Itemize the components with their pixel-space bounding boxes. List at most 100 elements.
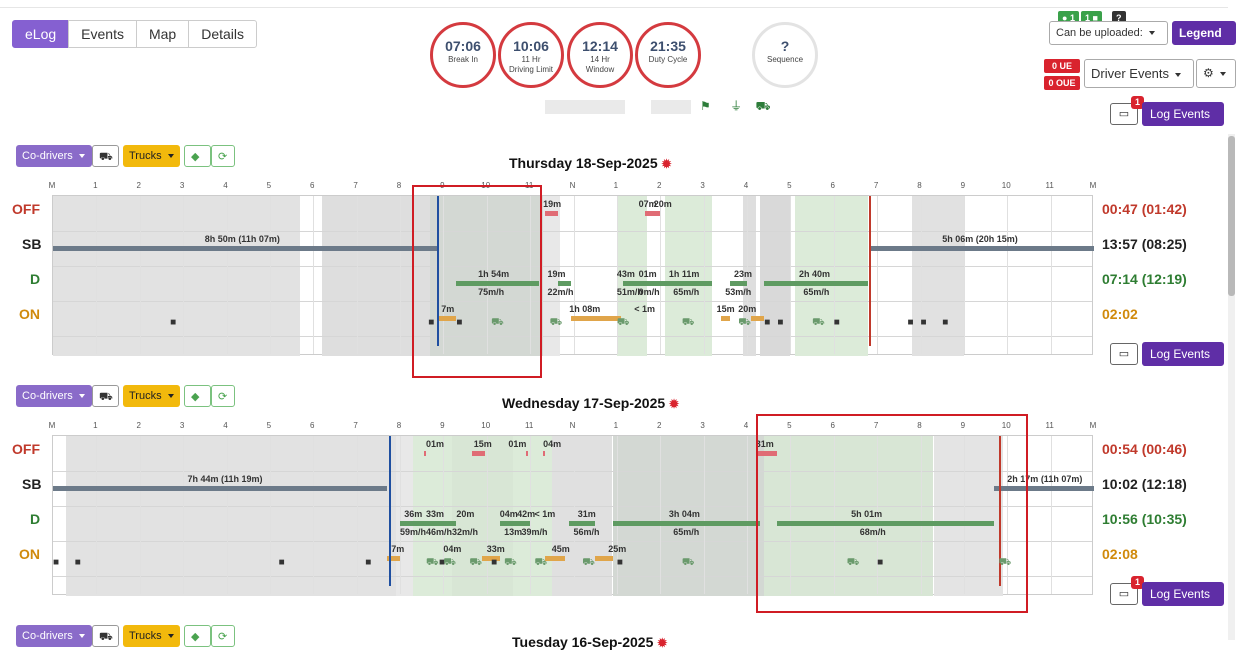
duty-segment-d: [443, 521, 457, 526]
activity-shade: [911, 196, 964, 356]
hour-line: [530, 196, 532, 354]
hour-label: 7: [873, 421, 879, 430]
hour-line: [1050, 196, 1052, 354]
hour-label: 8: [396, 421, 402, 430]
hour-line: [356, 436, 358, 594]
segment-label: 1h 11m: [668, 269, 700, 279]
chevron-down-icon: [1175, 72, 1182, 77]
comment-button[interactable]: ▭: [1110, 343, 1138, 365]
hour-line: [269, 436, 271, 594]
tab-details[interactable]: Details: [188, 20, 257, 48]
gauge-label: Duty Cycle: [648, 55, 688, 64]
vertical-scrollbar[interactable]: [1228, 134, 1235, 640]
segment-label: 23m: [734, 269, 753, 279]
truck-button[interactable]: ⛟: [92, 145, 119, 167]
hour-line: [226, 196, 228, 354]
segment-label: 68m/h: [859, 527, 886, 537]
duty-segment-off: [645, 211, 661, 216]
hour-label: 1: [93, 421, 98, 430]
hour-label: 8: [396, 181, 402, 190]
android-button[interactable]: ◆: [184, 625, 211, 647]
truck-status-icon: ⛟: [755, 99, 771, 113]
segment-label: 13m: [504, 527, 523, 537]
gauge-break-in[interactable]: 07:06 Break In: [430, 22, 496, 88]
codrivers-dropdown[interactable]: Co-drivers: [16, 145, 92, 167]
tab-elog[interactable]: eLog: [12, 20, 70, 48]
trucks-dropdown[interactable]: Trucks: [123, 145, 180, 167]
hour-label: 3: [179, 421, 185, 430]
hour-label: 6: [830, 181, 835, 190]
log-events-button[interactable]: Log Events ❯: [1142, 582, 1224, 625]
comment-button[interactable]: ▭ 1: [1110, 96, 1144, 125]
duty-segment-d: [623, 281, 665, 286]
log-events-button[interactable]: Log Events ❯: [1142, 102, 1224, 145]
truck-icon: ■: [1092, 13, 1098, 23]
hour-line: [703, 436, 705, 594]
codrivers-dropdown[interactable]: Co-drivers: [16, 385, 92, 407]
refresh-icon: ⟳: [218, 631, 228, 643]
gauge-duty-cycle[interactable]: 21:35 Duty Cycle: [635, 22, 701, 88]
duty-segment-d: [764, 281, 869, 286]
duty-segment-off: [755, 451, 778, 456]
refresh-button[interactable]: ⟳: [211, 145, 235, 167]
row-label-d: D: [30, 271, 41, 287]
chevron-right-icon: ❯: [1150, 371, 1161, 385]
hour-line: [790, 436, 792, 594]
segment-label: 8h 50m (11h 07m): [204, 234, 280, 244]
hour-label: 5: [787, 421, 792, 430]
hour-label: 11: [1045, 421, 1054, 430]
truck-button[interactable]: ⛟: [92, 385, 119, 407]
segment-label: 3h 04m: [668, 509, 700, 519]
hour-label: M: [48, 421, 56, 430]
hour-line: [183, 436, 185, 594]
settings-dropdown[interactable]: ⚙: [1196, 59, 1236, 88]
activity-shade: [764, 436, 934, 596]
comment-icon: ▭: [1118, 348, 1130, 360]
android-button[interactable]: ◆: [184, 145, 211, 167]
row-line: [53, 506, 1092, 507]
codrivers-dropdown[interactable]: Co-drivers: [16, 625, 92, 647]
gauge-sequence[interactable]: ? Sequence: [752, 22, 818, 88]
duty-segment-d: [729, 281, 747, 286]
segment-label: 7m: [391, 544, 405, 554]
row-line: [53, 266, 1092, 267]
trucks-dropdown[interactable]: Trucks: [123, 385, 180, 407]
segment-label: 1h 54m: [478, 269, 510, 279]
gauge-label-2: Driving Limit: [508, 65, 553, 74]
comment-button[interactable]: ▭ 1: [1110, 576, 1144, 605]
truck-icon: ⛟: [504, 557, 517, 568]
gauge-driving-limit[interactable]: 10:06 11 Hr Driving Limit: [498, 22, 564, 88]
row-line: [53, 471, 1092, 472]
refresh-button[interactable]: ⟳: [211, 625, 235, 647]
trucks-dropdown[interactable]: Trucks: [123, 625, 180, 647]
upload-select[interactable]: Can be uploaded:: [1049, 21, 1168, 45]
tab-events[interactable]: Events: [68, 20, 137, 48]
refresh-button[interactable]: ⟳: [211, 385, 235, 407]
segment-label: 65m/h: [673, 287, 700, 297]
gauge-value: ?: [780, 38, 790, 54]
camera-icon: ■: [439, 557, 446, 568]
chevron-down-icon: [167, 394, 174, 399]
row-total-sb: 13:57 (08:25): [1102, 236, 1187, 252]
camera-icon: ■: [877, 557, 884, 568]
hour-line: [833, 196, 835, 354]
camera-icon: ■: [278, 557, 285, 568]
android-button[interactable]: ◆: [184, 385, 211, 407]
comment-icon: ▭: [1118, 108, 1130, 120]
segment-label: 33m: [426, 509, 445, 519]
hour-line: [139, 436, 141, 594]
highlight-box: [756, 414, 1028, 613]
camera-icon: ■: [365, 557, 372, 568]
truck-button[interactable]: ⛟: [92, 625, 119, 647]
hour-label: 2: [136, 421, 141, 430]
scrollbar-thumb[interactable]: [1228, 136, 1235, 296]
activity-shade: [53, 196, 301, 356]
tab-map[interactable]: Map: [135, 20, 190, 48]
legend-button[interactable]: Legend: [1172, 21, 1236, 58]
driver-events-select[interactable]: Driver Events: [1084, 59, 1194, 88]
gauge-window[interactable]: 12:14 14 Hr Window: [567, 22, 633, 88]
activity-shade: [760, 196, 791, 356]
activity-shade: [794, 196, 869, 356]
log-events-button[interactable]: Log Events ❯: [1142, 342, 1224, 385]
segment-label: 53m/h: [725, 287, 752, 297]
